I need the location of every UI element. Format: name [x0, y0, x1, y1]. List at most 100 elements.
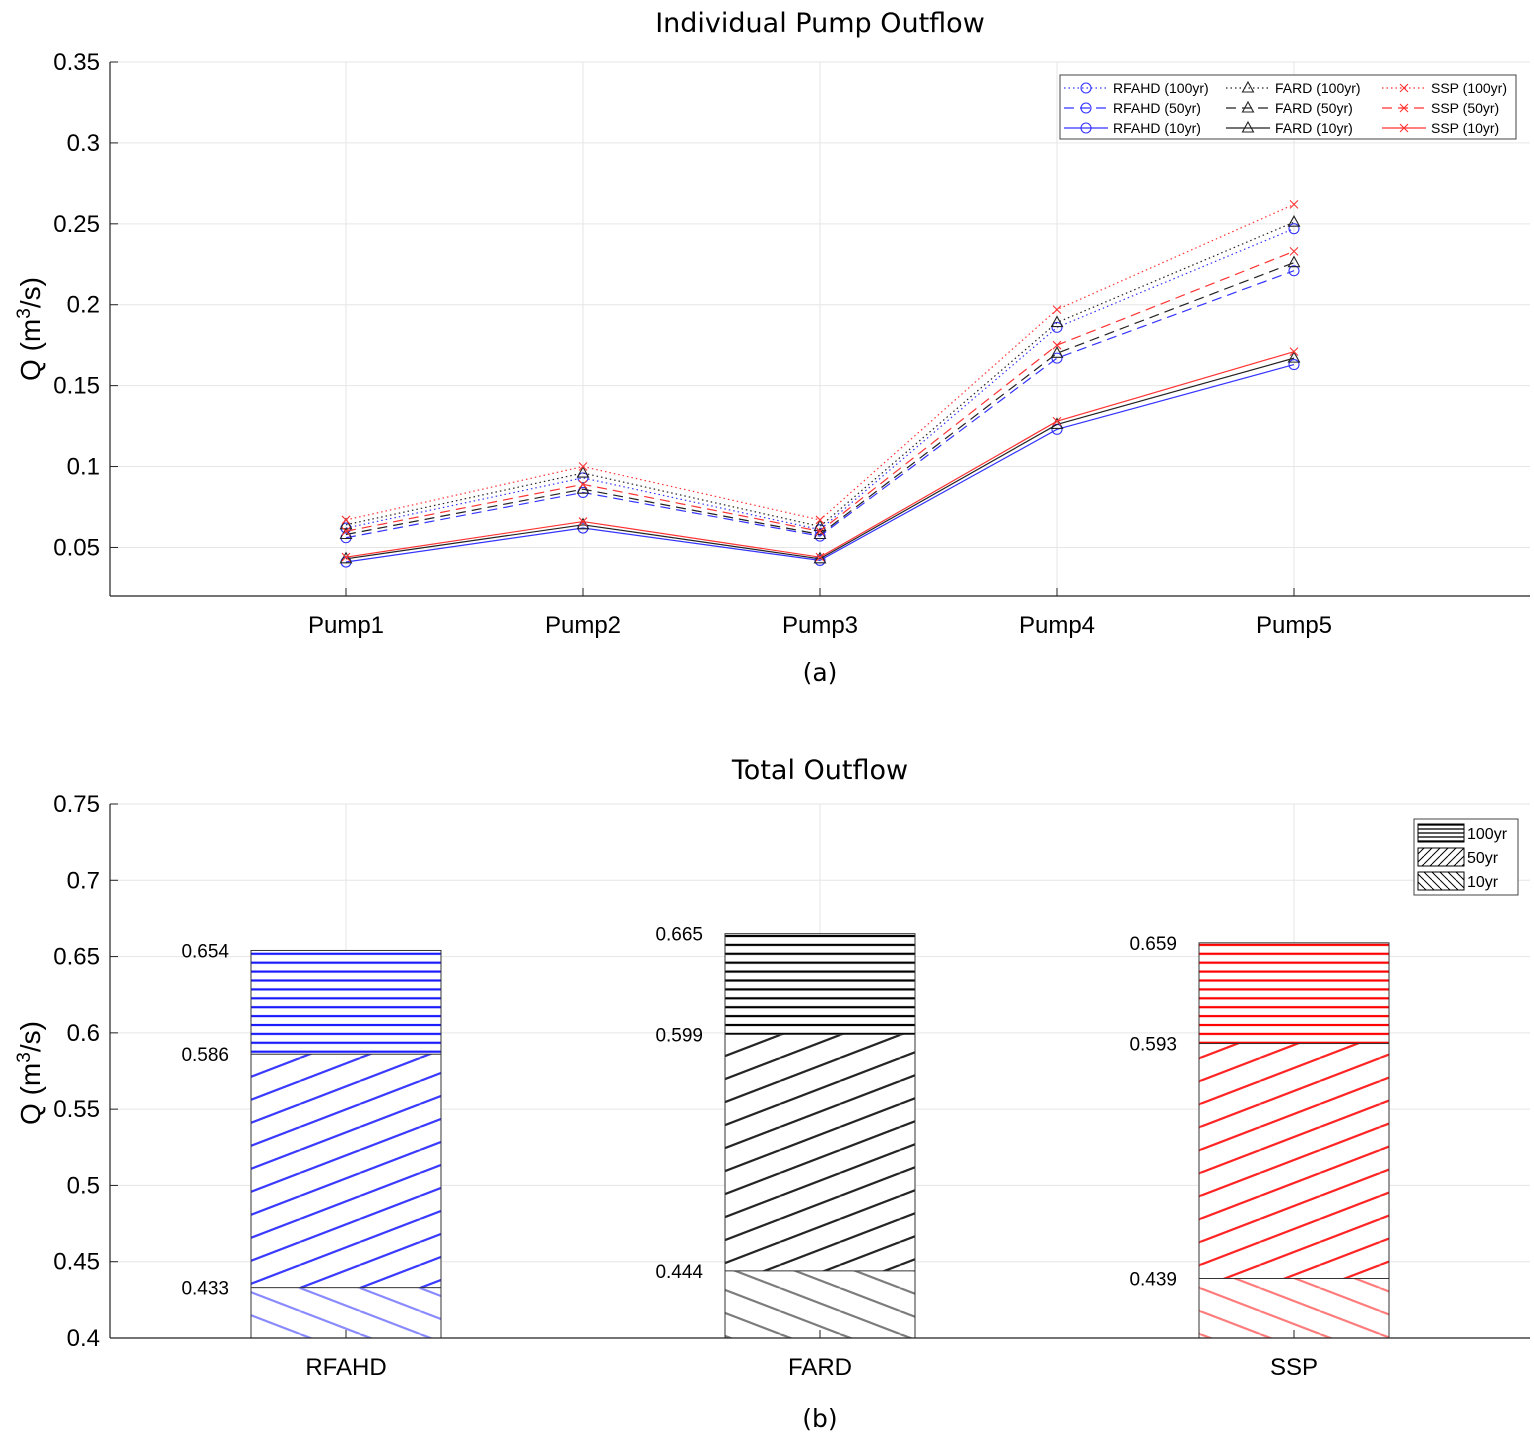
data-point	[1051, 321, 1063, 333]
legend-label: SSP (10yr)	[1431, 120, 1499, 136]
x-tick-label: Pump1	[308, 612, 384, 639]
y-tick-label: 0.55	[53, 1096, 100, 1123]
data-point	[1289, 246, 1299, 256]
legend-box	[1059, 74, 1517, 140]
data-point	[1288, 359, 1300, 371]
legend-label: FARD (50yr)	[1275, 100, 1353, 116]
legend-swatch	[1417, 871, 1465, 891]
legend-marker	[1241, 120, 1255, 133]
data-label: 0.665	[655, 925, 703, 946]
data-point	[815, 515, 825, 525]
y-tick-label: 0.75	[53, 791, 100, 818]
legend-label: 10yr	[1467, 874, 1499, 891]
x-tick-label: Pump5	[1256, 612, 1332, 639]
legend-label: RFAHD (100yr)	[1113, 80, 1209, 96]
data-point	[1050, 315, 1064, 328]
x-tick-label: Pump4	[1019, 612, 1095, 639]
data-label: 0.593	[1129, 1035, 1177, 1056]
y-tick-label: 0.65	[53, 944, 100, 971]
data-point	[814, 554, 826, 566]
data-point	[1287, 350, 1301, 363]
chart-title: Total Outflow	[731, 755, 908, 786]
legend: 100yr 50yr 10yr	[1413, 818, 1519, 896]
data-label: 0.659	[1129, 934, 1177, 955]
x-tick-label: Pump2	[545, 612, 621, 639]
y-tick-label: 0.05	[53, 534, 100, 561]
legend-label: RFAHD (50yr)	[1113, 100, 1201, 116]
data-point	[576, 482, 590, 494]
series-line	[345, 364, 1295, 563]
legend-label: SSP (100yr)	[1431, 80, 1507, 96]
data-point	[1052, 340, 1062, 350]
data-point	[1287, 215, 1301, 227]
legend-marker	[1080, 82, 1092, 94]
legend-label: FARD (10yr)	[1275, 120, 1353, 136]
bar-group-ssp: 0.439 0.593 0.659	[1129, 934, 1390, 1339]
y-tick-label: 0.45	[53, 1249, 100, 1276]
series-line	[345, 270, 1295, 539]
legend-swatch	[1417, 823, 1465, 843]
data-point	[578, 517, 588, 526]
data-label: 0.444	[655, 1262, 703, 1283]
series-fard-100yr	[339, 215, 1301, 531]
data-label: 0.654	[181, 941, 229, 962]
x-tick-label: SSP	[1270, 1354, 1318, 1381]
legend-swatch	[1417, 847, 1465, 867]
y-axis-label: Q (m3/s)	[14, 277, 47, 381]
y-tick-label: 0.5	[67, 1172, 100, 1199]
data-label: 0.439	[1129, 1269, 1177, 1290]
data-point	[1288, 265, 1300, 277]
legend-marker	[1399, 103, 1409, 113]
data-point	[339, 551, 353, 564]
bar-group-rfahd: 0.433 0.586 0.654	[181, 941, 442, 1339]
series-line	[345, 357, 1295, 560]
y-tick-label: 0.7	[67, 867, 100, 894]
legend-label: FARD (100yr)	[1275, 80, 1361, 96]
data-point	[1051, 352, 1063, 364]
bar-group-fard: 0.444 0.599 0.665	[655, 925, 916, 1339]
data-label: 0.586	[181, 1045, 229, 1066]
x-tick-label: FARD	[788, 1354, 852, 1381]
data-point	[576, 465, 590, 478]
data-point	[1289, 200, 1299, 209]
series-line	[345, 262, 1295, 536]
bar-10yr	[250, 1287, 442, 1339]
data-point	[1052, 416, 1062, 426]
x-tick-label: Pump3	[782, 612, 858, 639]
legend-label: RFAHD (10yr)	[1113, 120, 1201, 136]
series-ssp-50yr	[341, 246, 1299, 536]
y-tick-label: 0.6	[67, 1020, 100, 1047]
data-point	[341, 515, 351, 525]
data-point	[578, 462, 588, 471]
data-point	[341, 552, 351, 562]
panel-label: (a)	[803, 658, 838, 687]
x-tick-label: RFAHD	[305, 1354, 386, 1381]
y-tick-label: 0.2	[67, 292, 100, 319]
data-point	[578, 479, 588, 489]
legend-label: 100yr	[1467, 826, 1508, 843]
chart-title: Individual Pump Outflow	[655, 8, 985, 39]
legend-marker	[1241, 80, 1255, 93]
y-tick-label: 0.15	[53, 373, 100, 400]
data-label: 0.433	[181, 1279, 229, 1300]
y-tick-label: 0.3	[67, 130, 100, 157]
series-ssp-100yr	[341, 200, 1299, 525]
panel-label: (b)	[802, 1404, 837, 1433]
y-tick-label: 0.35	[53, 49, 100, 76]
legend-marker	[1399, 83, 1409, 93]
data-point	[341, 526, 351, 536]
y-tick-label: 0.1	[67, 454, 100, 481]
series-ssp-10yr	[341, 347, 1299, 562]
y-tick-label: 0.25	[53, 211, 100, 238]
legend-marker	[1080, 122, 1092, 134]
data-point	[815, 552, 825, 562]
series-line	[345, 228, 1295, 531]
data-point	[1287, 255, 1301, 268]
bar-10yr	[724, 1270, 916, 1339]
data-point	[815, 526, 825, 536]
y-axis-label: Q (m3/s)	[14, 1021, 47, 1125]
data-point	[1050, 346, 1064, 358]
y-tick-label: 0.4	[67, 1325, 100, 1352]
data-point	[813, 519, 827, 531]
